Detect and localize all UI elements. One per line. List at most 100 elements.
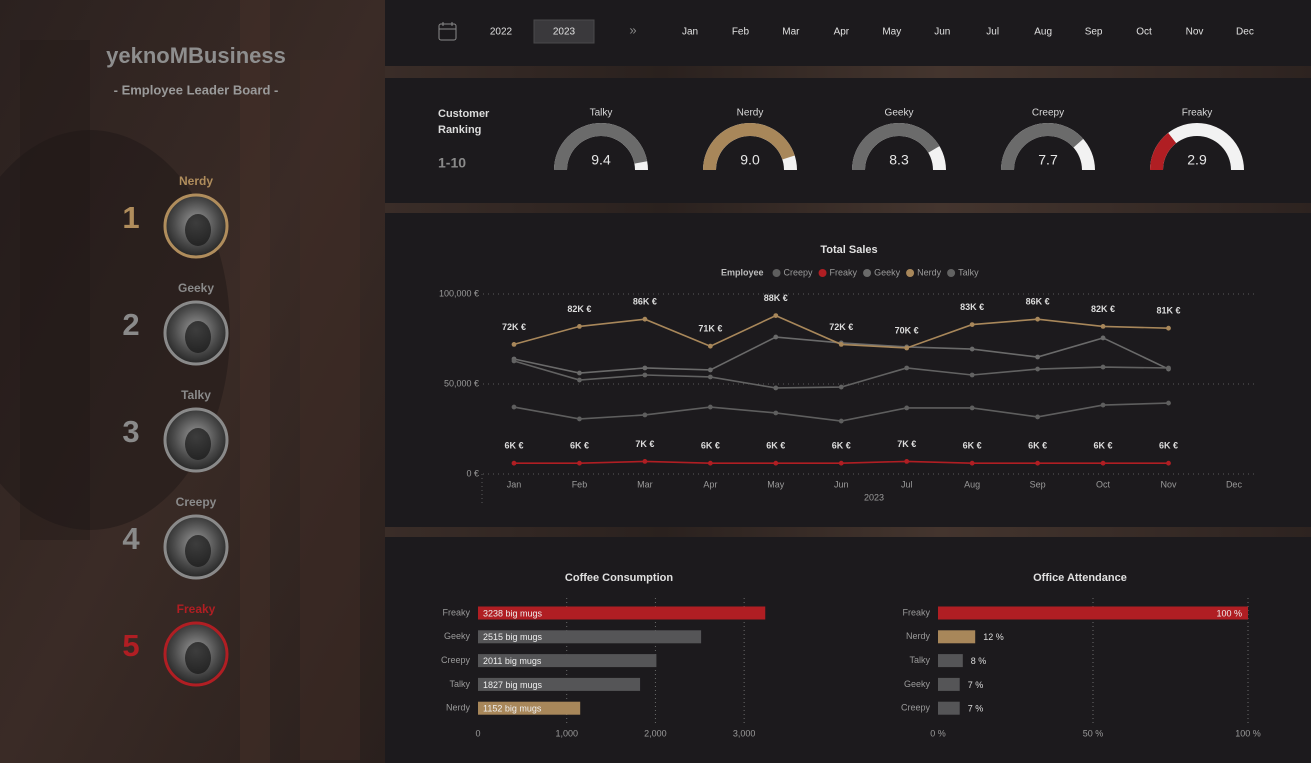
rank-number: 4 [122, 521, 140, 556]
legend-marker [772, 269, 781, 277]
point [511, 404, 517, 410]
data-label: 82K € [1091, 304, 1115, 314]
data-label: 2515 big mugs [483, 632, 543, 642]
door-frame [240, 0, 270, 763]
chart-title: Office Attendance [1033, 572, 1127, 584]
month-button[interactable]: Jan [682, 27, 698, 38]
point [1100, 324, 1106, 329]
point [511, 460, 517, 466]
next-icon[interactable]: » [629, 22, 636, 37]
bar [478, 677, 641, 691]
bar [478, 701, 581, 715]
data-label: 6K € [766, 441, 785, 451]
data-label: 6K € [963, 441, 982, 451]
year-button[interactable]: 2022 [490, 27, 513, 38]
point [904, 365, 910, 371]
gauge-label: Geeky [885, 108, 914, 119]
x-tick-label: Sep [1030, 479, 1046, 489]
bar [938, 654, 963, 668]
x-axis-title: 2023 [864, 492, 884, 502]
gauge-value [1150, 132, 1177, 170]
point [838, 418, 844, 424]
y-tick-label: Nerdy [446, 703, 471, 713]
point [642, 316, 648, 322]
employee-name: Talky [181, 388, 211, 402]
gauge-label: Talky [590, 108, 613, 119]
point [707, 460, 713, 466]
point [773, 410, 779, 416]
data-label: 70K € [895, 325, 919, 335]
panel [385, 213, 1311, 527]
point [1035, 414, 1040, 420]
point [642, 412, 648, 418]
point [1035, 366, 1040, 372]
data-label: 6K € [570, 441, 589, 451]
avatar-face [185, 642, 211, 674]
legend-label: Geeky [874, 267, 901, 277]
gauge-track [1150, 123, 1244, 170]
point [969, 372, 975, 378]
panel [385, 78, 1311, 203]
data-label: 6K € [832, 441, 851, 451]
point [1166, 365, 1171, 371]
point [904, 405, 910, 411]
data-label: 86K € [633, 297, 657, 307]
point [642, 459, 648, 464]
month-button[interactable]: Mar [782, 27, 800, 38]
point [707, 374, 713, 380]
gauge-value-label: 9.4 [591, 152, 611, 168]
month-button[interactable]: May [882, 27, 901, 38]
data-label: 7 % [968, 680, 984, 690]
avatar-face [185, 214, 211, 246]
door-panel [20, 40, 90, 540]
x-tick-label: Nov [1160, 479, 1177, 489]
rank-number: 5 [122, 628, 139, 663]
data-label: 72K € [829, 322, 853, 332]
data-label: 82K € [567, 304, 591, 314]
y-tick-label: Talky [909, 655, 930, 665]
point [577, 416, 582, 422]
month-button[interactable]: Jul [986, 27, 999, 38]
x-tick-label: 1,000 [555, 728, 578, 738]
gauge-value [1001, 123, 1084, 170]
y-tick-label: 100,000 € [439, 288, 479, 298]
legend-marker [947, 269, 956, 277]
point [707, 404, 713, 410]
bar [478, 654, 657, 668]
divider [385, 66, 1311, 78]
divider [385, 203, 1311, 213]
month-button[interactable]: Oct [1136, 27, 1152, 38]
tagline: - Employee Leader Board - [114, 82, 279, 97]
month-button[interactable]: Jun [934, 27, 950, 38]
gauge-title: Customer Ranking [438, 108, 490, 136]
calendar-icon[interactable] [438, 22, 457, 41]
year-button[interactable]: 2023 [553, 27, 576, 38]
x-tick-label: 2,000 [644, 728, 667, 738]
y-tick-label: Talky [449, 679, 470, 689]
data-label: 71K € [698, 324, 722, 334]
point [1166, 460, 1171, 466]
point [511, 358, 517, 364]
month-button[interactable]: Feb [732, 27, 750, 38]
point [1035, 460, 1040, 466]
y-tick-label: Creepy [441, 655, 471, 665]
month-button[interactable]: Sep [1085, 27, 1103, 38]
point [577, 324, 582, 329]
point [969, 346, 975, 352]
rank-number: 2 [122, 307, 139, 342]
x-tick-label: 50 % [1083, 728, 1104, 738]
employee-name: Nerdy [179, 174, 213, 188]
month-button[interactable]: Nov [1186, 27, 1204, 38]
gauge-value-label: 7.7 [1038, 152, 1058, 168]
point [969, 405, 975, 411]
point [577, 370, 582, 376]
month-button[interactable]: Apr [834, 27, 850, 38]
y-tick-label: 0 € [466, 468, 479, 478]
legend-marker [863, 269, 872, 277]
month-button[interactable]: Dec [1236, 27, 1254, 38]
point [838, 342, 844, 347]
door-panel [300, 60, 360, 760]
x-tick-label: Jul [901, 479, 913, 489]
month-button[interactable]: Aug [1034, 27, 1052, 38]
data-label: 100 % [1216, 608, 1242, 618]
